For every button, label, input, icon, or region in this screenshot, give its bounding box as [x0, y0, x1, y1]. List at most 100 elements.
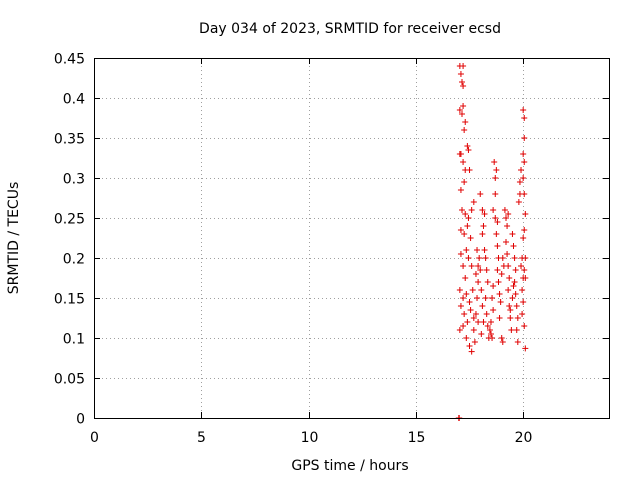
y-tick-label: 0.4: [63, 92, 85, 108]
data-point: [506, 275, 513, 281]
x-tick-label: 20: [515, 430, 533, 446]
data-point: [521, 159, 528, 165]
data-point: [465, 215, 472, 221]
data-point: [470, 327, 477, 333]
data-point: [456, 151, 463, 157]
data-point: [475, 279, 482, 285]
y-tick-label: 0.25: [54, 212, 85, 228]
data-point: [490, 307, 497, 313]
data-point: [464, 143, 471, 149]
data-point: [521, 115, 528, 121]
data-point: [460, 295, 467, 301]
data-point: [467, 235, 474, 241]
data-point: [511, 279, 518, 285]
plot-frame: [94, 58, 610, 419]
data-point: [508, 327, 515, 333]
data-point: [468, 207, 475, 213]
data-point: [499, 255, 506, 261]
data-point: [505, 287, 512, 293]
data-point: [461, 179, 468, 185]
data-point: [463, 335, 470, 341]
data-point: [465, 147, 472, 153]
data-point: [505, 211, 512, 217]
data-point: [507, 315, 514, 321]
data-points: [455, 63, 529, 421]
data-point: [506, 303, 513, 309]
data-point: [470, 199, 477, 205]
x-axis-label: GPS time / hours: [291, 458, 408, 474]
data-point: [491, 159, 498, 165]
data-point: [505, 263, 512, 269]
data-point: [484, 279, 491, 285]
data-point: [456, 107, 463, 113]
data-point: [521, 323, 528, 329]
data-point: [487, 331, 494, 337]
data-point: [521, 191, 528, 197]
x-tick-label: 0: [90, 430, 99, 446]
data-point: [481, 211, 488, 217]
data-point: [510, 243, 517, 249]
data-point: [520, 107, 527, 113]
data-point: [520, 175, 527, 181]
data-point: [521, 227, 528, 233]
data-point: [493, 167, 500, 173]
data-point: [461, 311, 468, 317]
data-point: [483, 311, 490, 317]
data-point: [501, 207, 508, 213]
y-axis-label: SRMTID / TECUs: [6, 182, 22, 295]
data-point: [482, 295, 489, 301]
data-point: [463, 247, 470, 253]
data-point: [522, 211, 529, 217]
data-point: [522, 255, 529, 261]
data-point: [522, 275, 529, 281]
data-point: [489, 295, 496, 301]
data-point: [459, 79, 466, 85]
data-point: [456, 327, 463, 333]
data-point: [460, 159, 467, 165]
data-point: [457, 227, 464, 233]
data-point: [462, 119, 469, 125]
data-point: [478, 331, 485, 337]
data-point: [494, 219, 501, 225]
data-point: [520, 299, 527, 305]
data-point: [493, 231, 500, 237]
data-point: [520, 151, 527, 157]
data-point: [465, 255, 472, 261]
data-point: [471, 339, 478, 345]
data-point: [460, 83, 467, 89]
y-tick-label: 0.2: [63, 252, 85, 268]
data-point: [498, 271, 505, 277]
data-point: [492, 175, 499, 181]
data-point: [522, 345, 529, 352]
data-point: [457, 71, 464, 77]
data-point: [460, 103, 467, 109]
data-point: [466, 167, 473, 173]
data-point: [461, 231, 468, 237]
data-point: [468, 263, 475, 269]
data-point: [466, 299, 473, 305]
data-point: [472, 311, 479, 317]
data-point: [479, 207, 486, 213]
data-point: [497, 299, 504, 305]
data-point: [520, 235, 527, 241]
data-point: [479, 231, 486, 237]
data-point: [496, 291, 503, 297]
data-point: [474, 247, 481, 253]
x-tick-label: 10: [301, 430, 319, 446]
data-point: [503, 239, 509, 245]
data-point: [494, 243, 501, 249]
data-point: [495, 279, 502, 285]
y-tick-label: 0.05: [54, 372, 85, 388]
y-axis-ticks: 0 0.05 0.1 0.15 0.2 0.25 0.3 0.35 0.4 0.45: [54, 52, 609, 428]
data-point: [521, 135, 528, 141]
y-tick-label: 0.15: [54, 292, 85, 308]
data-point: [498, 335, 505, 341]
data-point: [479, 303, 486, 309]
data-point: [468, 348, 475, 355]
data-point: [476, 255, 483, 261]
data-point: [460, 323, 467, 329]
data-point: [474, 295, 481, 301]
data-point: [487, 319, 494, 325]
data-point: [513, 303, 520, 309]
